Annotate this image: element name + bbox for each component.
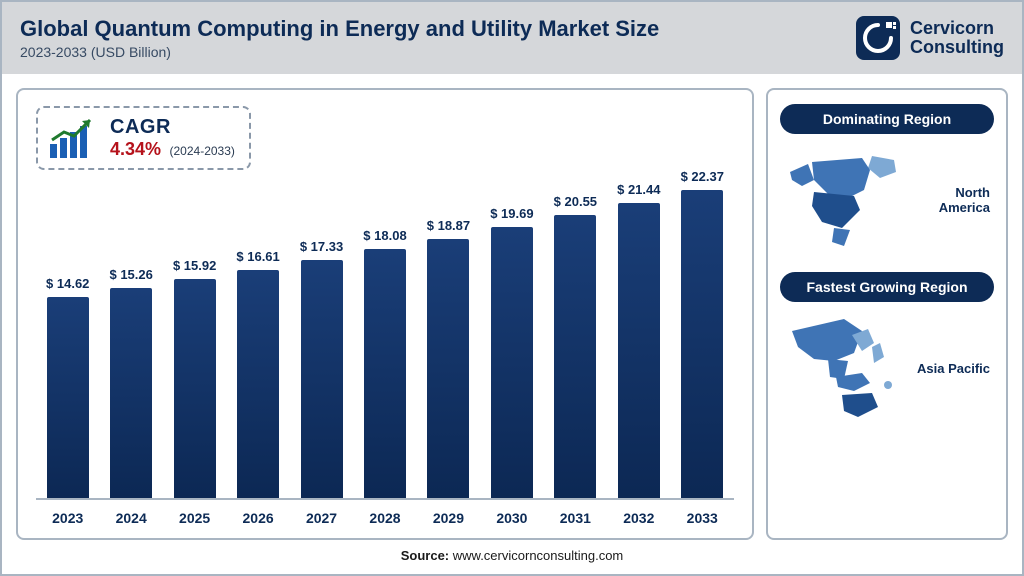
north-america-map-icon <box>784 150 904 250</box>
bar-value-label: $ 19.69 <box>490 206 533 221</box>
source-url: www.cervicornconsulting.com <box>453 548 624 563</box>
bar <box>110 288 152 498</box>
dominating-region-block: North America <box>780 146 994 260</box>
source-prefix: Source: <box>401 548 453 563</box>
x-axis-labels: 2023 2024 2025 2026 2027 2028 2029 2030 2031 2032… <box>32 500 738 530</box>
asia-pacific-map-icon <box>784 318 904 418</box>
x-axis-year: 2025 <box>167 510 223 526</box>
bar <box>554 215 596 498</box>
bar-slot: $ 15.26 <box>103 267 159 498</box>
growth-chart-icon <box>48 116 100 160</box>
bar <box>174 279 216 498</box>
bar-slot: $ 20.55 <box>547 194 603 498</box>
page-title: Global Quantum Computing in Energy and U… <box>20 16 659 42</box>
x-axis-year: 2032 <box>611 510 667 526</box>
bar <box>681 190 723 498</box>
logo-mark-icon <box>856 16 900 60</box>
bar <box>364 249 406 498</box>
dominating-region-name: North America <box>914 185 990 215</box>
header-text: Global Quantum Computing in Energy and U… <box>20 16 659 60</box>
bar-value-label: $ 14.62 <box>46 276 89 291</box>
bar-slot: $ 19.69 <box>484 206 540 498</box>
infographic-frame: Global Quantum Computing in Energy and U… <box>0 0 1024 576</box>
bar <box>237 270 279 498</box>
cagr-value: 4.34% <box>110 139 161 159</box>
bar-value-label: $ 15.26 <box>109 267 152 282</box>
bar <box>618 203 660 498</box>
cagr-period: (2024-2033) <box>170 144 235 158</box>
x-axis-year: 2023 <box>40 510 96 526</box>
chart-panel: CAGR 4.34% (2024-2033) $ 14.62 $ 15.26 $ 1… <box>16 88 754 540</box>
bar-value-label: $ 15.92 <box>173 258 216 273</box>
bar <box>301 260 343 498</box>
bar <box>427 239 469 498</box>
logo-text-line2: Consulting <box>910 38 1004 57</box>
x-axis-year: 2024 <box>103 510 159 526</box>
bar-value-label: $ 16.61 <box>236 249 279 264</box>
x-axis-year: 2031 <box>547 510 603 526</box>
bar-value-label: $ 17.33 <box>300 239 343 254</box>
bar-value-label: $ 21.44 <box>617 182 660 197</box>
bar-value-label: $ 22.37 <box>681 169 724 184</box>
dominating-region-title: Dominating Region <box>780 104 994 134</box>
bar-slot: $ 14.62 <box>40 276 96 498</box>
content-row: CAGR 4.34% (2024-2033) $ 14.62 $ 15.26 $ 1… <box>2 74 1022 548</box>
brand-logo: Cervicorn Consulting <box>856 16 1004 60</box>
fastest-region-title: Fastest Growing Region <box>780 272 994 302</box>
regions-panel: Dominating Region North America Fastest … <box>766 88 1008 540</box>
bar-value-label: $ 18.87 <box>427 218 470 233</box>
bar-slot: $ 18.87 <box>420 218 476 498</box>
bar-slot: $ 15.92 <box>167 258 223 498</box>
x-axis-year: 2030 <box>484 510 540 526</box>
bar-slot: $ 17.33 <box>294 239 350 498</box>
x-axis-year: 2033 <box>674 510 730 526</box>
logo-wordmark: Cervicorn Consulting <box>910 19 1004 57</box>
page-subtitle: 2023-2033 (USD Billion) <box>20 44 659 60</box>
fastest-region-name: Asia Pacific <box>914 361 990 376</box>
header-bar: Global Quantum Computing in Energy and U… <box>2 2 1022 74</box>
logo-text-line1: Cervicorn <box>910 19 1004 38</box>
bar-slot: $ 16.61 <box>230 249 286 498</box>
fastest-region-block: Asia Pacific <box>780 314 994 428</box>
bar-slot: $ 22.37 <box>674 169 730 498</box>
x-axis-year: 2026 <box>230 510 286 526</box>
x-axis-year: 2029 <box>420 510 476 526</box>
x-axis-year: 2028 <box>357 510 413 526</box>
source-line: Source: www.cervicornconsulting.com <box>2 548 1022 569</box>
cagr-label: CAGR <box>110 116 235 139</box>
bar <box>47 297 89 498</box>
x-axis-year: 2027 <box>294 510 350 526</box>
bar-value-label: $ 20.55 <box>554 194 597 209</box>
bar-slot: $ 21.44 <box>611 182 667 498</box>
bar <box>491 227 533 498</box>
bar-value-label: $ 18.08 <box>363 228 406 243</box>
cagr-badge: CAGR 4.34% (2024-2033) <box>36 106 251 170</box>
bar-slot: $ 18.08 <box>357 228 413 498</box>
